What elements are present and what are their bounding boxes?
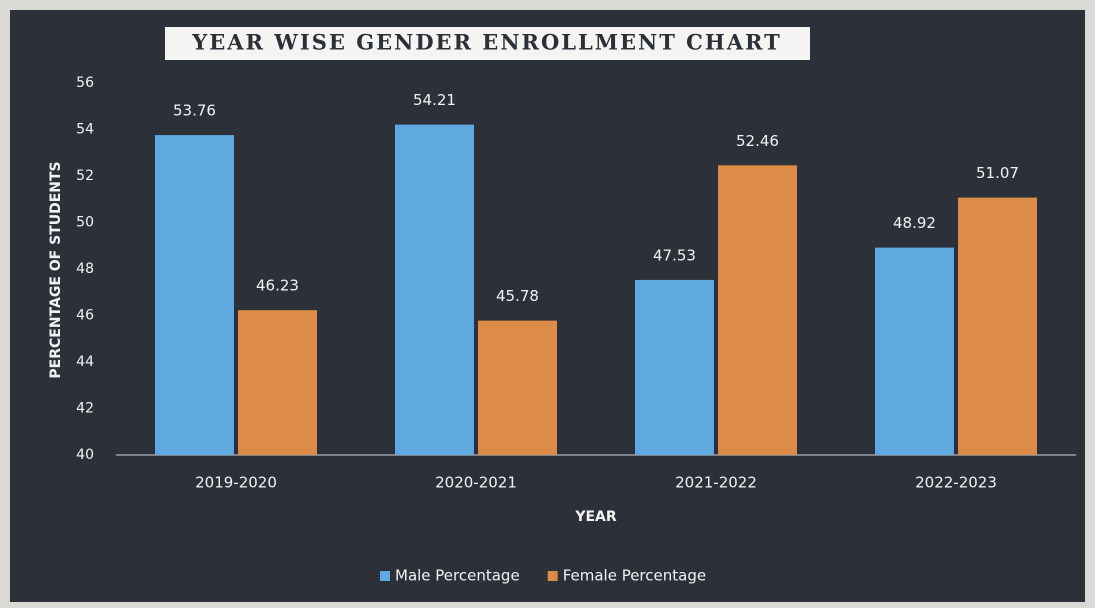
legend-entry: Female Percentage [563, 567, 706, 585]
y-axis-label: PERCENTAGE OF STUDENTS [48, 161, 64, 378]
y-tick-label: 46 [76, 308, 94, 324]
y-tick-label: 52 [76, 168, 94, 184]
data-label: 47.53 [653, 246, 696, 264]
y-tick-label: 40 [76, 447, 94, 463]
y-tick-label: 42 [76, 401, 94, 417]
data-label: 45.78 [496, 287, 539, 305]
bar [875, 248, 954, 455]
data-label: 54.21 [413, 91, 456, 109]
data-label: 48.92 [893, 214, 936, 232]
bar [478, 321, 557, 455]
data-label: 46.23 [256, 277, 299, 295]
bar [718, 165, 797, 455]
bar [155, 135, 234, 455]
bar [238, 310, 317, 455]
legend-entry: Male Percentage [395, 567, 520, 585]
data-label: 52.46 [736, 132, 779, 150]
x-tick-label: 2022-2023 [915, 474, 997, 492]
bar [635, 280, 714, 455]
x-tick-label: 2019-2020 [195, 474, 277, 492]
y-tick-label: 48 [76, 261, 94, 277]
bar [958, 198, 1037, 455]
x-tick-label: 2020-2021 [435, 474, 517, 492]
y-tick-label: 50 [76, 215, 94, 231]
legend-swatch [380, 571, 390, 581]
data-label: 51.07 [976, 164, 1019, 182]
bar [395, 125, 474, 455]
legend-swatch [548, 571, 558, 581]
chart-title: YEAR WISE GENDER ENROLLMENT CHART [191, 30, 781, 55]
x-axis-label: YEAR [574, 509, 617, 525]
y-tick-label: 56 [76, 75, 94, 91]
x-tick-label: 2021-2022 [675, 474, 757, 492]
y-tick-label: 54 [76, 122, 94, 138]
chart: YEAR WISE GENDER ENROLLMENT CHART YEAR P… [0, 0, 1095, 608]
y-tick-label: 44 [76, 354, 94, 370]
data-label: 53.76 [173, 102, 216, 120]
